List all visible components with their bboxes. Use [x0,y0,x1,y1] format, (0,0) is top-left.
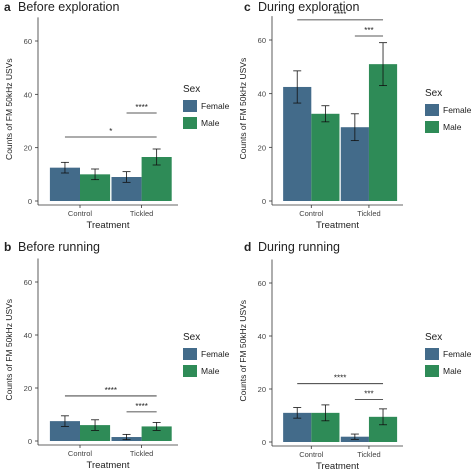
legend-key-female [425,348,439,360]
error-bar [91,419,100,431]
y-tick-label: 20 [24,144,32,153]
error-bar [152,148,161,166]
x-tick-label: Control [299,209,324,218]
y-tick-label: 60 [258,279,266,288]
significance-label: *** [364,390,373,399]
chart-panel-a: a Before exploration 0 20 40 60 Counts of FM 5… [4,0,230,231]
chart-panel-b: b Before running 0 20 40 60 Counts of FM 50kHz… [4,240,230,471]
y-tick-label: 60 [24,278,32,287]
x-axis-label: Treatment [316,461,359,472]
x-axis-label: Treatment [316,220,359,231]
legend-label-female: Female [201,101,230,111]
y-tick-label: 60 [24,37,32,46]
y-axis-label: Counts of FM 50kHz USVs [238,58,248,160]
y-tick-label: 40 [258,332,266,341]
panel-title: During running [258,240,340,254]
y-axis-label: Counts of FM 50kHz USVs [4,58,14,160]
error-bar [350,113,359,142]
y-tick-label: 0 [28,437,32,446]
y-tick-label: 20 [24,384,32,393]
y-tick-label: 60 [258,36,266,45]
x-tick-label: Control [299,450,324,459]
legend-title: Sex [183,84,200,95]
legend-key-female [183,348,197,360]
panel-title: Before running [18,240,100,254]
y-tick-label: 20 [258,143,266,152]
panel-letter: b [4,240,11,254]
significance-label: * [109,127,112,136]
y-axis-label: Counts of FM 50kHz USVs [4,299,14,401]
error-bar [91,168,100,181]
x-tick-label: Tickled [357,450,380,459]
significance-label: *** [364,26,373,35]
legend-label-male: Male [201,366,220,376]
bar-male-tickled [368,64,398,202]
y-tick-label: 40 [258,90,266,99]
legend-key-male [425,365,439,377]
y-tick-label: 0 [28,197,32,206]
x-axis-label: Treatment [87,220,130,231]
error-bar [60,415,69,427]
x-axis-label: Treatment [87,460,130,471]
bar-male-control [80,425,111,441]
legend-key-female [183,100,197,112]
y-tick-label: 40 [24,90,32,99]
y-tick-label: 20 [258,385,266,394]
bar-male-control [311,113,340,201]
error-bar [122,171,131,183]
legend-key-male [183,117,197,129]
bar-female-control [49,421,80,441]
legend-title: Sex [425,88,442,99]
y-tick-label: 0 [262,197,266,206]
x-tick-label: Tickled [357,209,380,218]
legend-label-female: Female [443,105,472,115]
significance-label: **** [334,10,346,19]
legend-label-male: Male [443,122,462,132]
x-tick-label: Tickled [130,449,153,458]
legend-key-male [425,121,439,133]
y-tick-label: 40 [24,331,32,340]
significance-label: **** [105,386,117,395]
panel-letter: d [244,240,251,254]
x-tick-label: Control [68,449,93,458]
bar-female-control [283,86,312,201]
panel-title: Before exploration [18,0,120,14]
legend-label-female: Female [443,349,472,359]
error-bar [321,404,330,422]
y-axis-label: Counts of FM 50kHz USVs [238,300,248,402]
chart-panel-d: d During running 0 20 40 60 Counts of FM 50kHz… [238,240,472,472]
error-bar [379,408,388,426]
legend-label-female: Female [201,349,230,359]
error-bar [293,70,302,104]
legend-title: Sex [183,332,200,343]
panel-letter: a [4,0,11,14]
x-tick-label: Control [68,209,93,218]
error-bar [379,42,388,87]
error-bar [350,433,359,440]
chart-panel-c: c During exploration 0 20 40 60 Counts of FM 5… [238,0,472,231]
legend-key-female [425,104,439,116]
panel-letter: c [244,0,251,14]
legend-label-male: Male [443,366,462,376]
y-tick-label: 0 [262,438,266,447]
legend-label-male: Male [201,118,220,128]
x-tick-label: Tickled [130,209,153,218]
significance-label: **** [135,402,147,411]
error-bar [152,422,161,431]
legend-title: Sex [425,332,442,343]
error-bar [321,105,330,123]
panel-title: During exploration [258,0,359,14]
significance-label: **** [334,374,346,383]
legend-key-male [183,365,197,377]
error-bar [60,161,69,174]
significance-label: **** [135,103,147,112]
error-bar [122,433,131,441]
bar-male-tickled [141,426,172,441]
error-bar [293,407,302,419]
